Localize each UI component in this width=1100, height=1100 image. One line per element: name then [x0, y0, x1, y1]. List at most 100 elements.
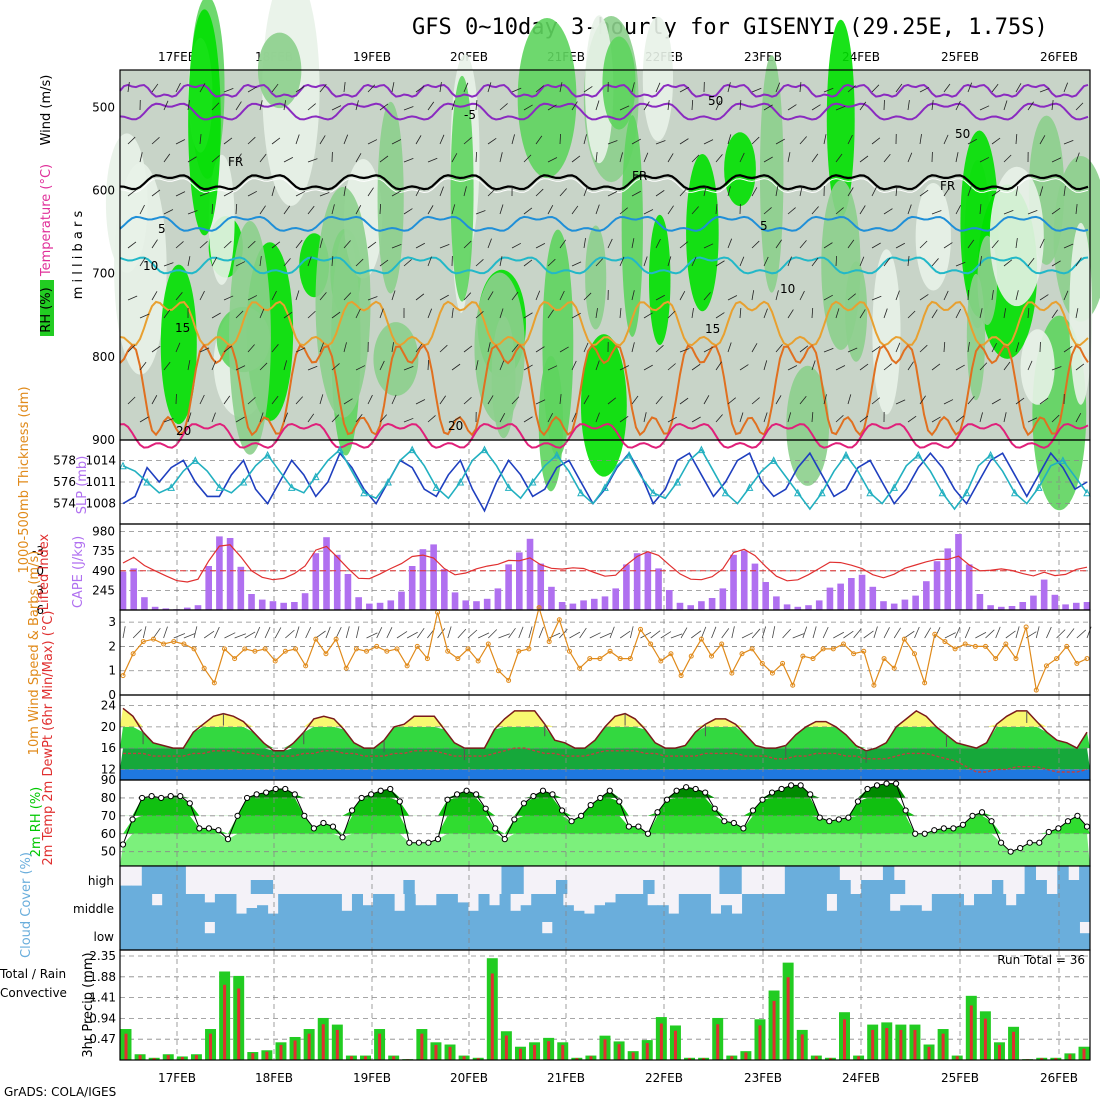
cloud-cell-middle — [193, 894, 205, 922]
cloud-row-label: high — [88, 874, 114, 888]
wind10m-marker — [211, 680, 217, 686]
precip-convective-bar — [871, 1029, 875, 1060]
temp-contour-15 — [119, 300, 1089, 347]
cloud-cell-low — [594, 922, 606, 950]
wind-barb — [1003, 154, 1012, 163]
wind-barb — [331, 256, 334, 267]
cloud-cell-low — [278, 922, 290, 950]
cloud-cell-middle — [900, 905, 912, 922]
wind-barb — [595, 152, 598, 163]
cloud-cell-low — [341, 922, 353, 950]
wind10m-marker — [1003, 641, 1009, 647]
wind-barb — [547, 258, 556, 267]
wind-barb — [895, 290, 900, 301]
precip-convective-bar — [166, 1055, 170, 1060]
wind-barb — [883, 153, 891, 163]
precip-convective-bar — [885, 1028, 889, 1060]
wind-barb — [187, 412, 192, 423]
rh-band-fill — [120, 833, 1090, 866]
wind10m-barb — [305, 626, 312, 639]
rh2m-marker — [807, 791, 814, 798]
cloud-cell-high — [501, 866, 513, 894]
wind10m-barb — [914, 626, 920, 639]
cape-bar — [815, 600, 823, 610]
wind-barb — [451, 363, 461, 371]
wind-barb — [523, 154, 532, 163]
cloud-cell-low — [573, 922, 585, 950]
wind-barb — [511, 242, 522, 249]
thickness-marker — [818, 488, 826, 497]
cloud-cell-high — [1035, 880, 1047, 894]
rh2m-marker — [578, 812, 585, 819]
thickness-marker — [143, 477, 151, 486]
wind-barb — [211, 155, 220, 163]
run-total-label: Run Total = 36 — [997, 953, 1085, 967]
wind-barb — [907, 310, 916, 319]
wind-barb — [343, 342, 347, 353]
cloud-cell-low — [805, 922, 817, 950]
thickness-marker — [360, 488, 368, 497]
precip-convective-bar — [124, 1033, 128, 1060]
temp-band-fill — [120, 748, 1090, 770]
pressure-tick: 600 — [92, 184, 115, 198]
wind10m-marker — [709, 653, 715, 659]
li-tick: 3 — [36, 583, 44, 597]
cloud-cell-middle — [1047, 894, 1059, 922]
wind-barb — [955, 152, 959, 163]
wind-barb — [415, 135, 422, 145]
wind-barb — [739, 308, 742, 319]
wind-barb — [295, 396, 304, 405]
cloud-cell-high — [643, 880, 655, 894]
wind-barb — [691, 256, 697, 267]
wind-barb — [739, 100, 742, 111]
wind-barb — [511, 291, 519, 301]
wind10m-marker — [830, 646, 836, 652]
wind-barb — [439, 395, 447, 405]
wind-barb — [511, 396, 520, 405]
cloud-cell-low — [657, 922, 669, 950]
wind-barb — [475, 360, 479, 371]
wind10m-marker — [150, 636, 156, 642]
rh2m-marker — [988, 818, 995, 825]
precip-convective-bar — [335, 1029, 339, 1060]
precip-convective-bar — [462, 1056, 466, 1060]
wind-barb — [1039, 238, 1045, 249]
rh2m-marker — [997, 839, 1005, 846]
cape-bar — [398, 591, 405, 610]
wind10m-marker — [871, 682, 877, 688]
cloud-cell-middle — [784, 894, 796, 922]
cape-bar — [119, 571, 127, 610]
rh2m-marker — [1064, 818, 1072, 825]
cloud-cell-low — [541, 933, 553, 950]
cloud-cell-middle — [615, 894, 627, 922]
cloud-cell-middle — [383, 894, 395, 922]
wind-barb — [859, 415, 869, 423]
wind10m-barb — [904, 630, 915, 639]
wind-barb — [163, 361, 171, 371]
cloud-cell-high — [730, 866, 742, 894]
cloud-cell-middle — [1058, 894, 1070, 922]
wind10m-barb — [224, 632, 236, 639]
rh-contour-fill — [585, 15, 614, 164]
wind-barb — [559, 346, 569, 353]
wind10m-marker — [638, 626, 644, 632]
cloud-cell-low — [626, 922, 638, 950]
cape-bar — [269, 601, 277, 610]
wind-barb — [967, 82, 973, 93]
wind-barb — [355, 258, 364, 267]
cape-bar — [569, 603, 577, 610]
precip-convective-bar — [997, 1044, 1001, 1060]
wind-barb — [739, 152, 745, 163]
wind-barb — [619, 308, 622, 319]
wind-barb — [787, 412, 792, 423]
cloud-cell-middle — [1016, 894, 1028, 922]
wind-barb — [967, 239, 975, 249]
rh2m-marker — [549, 791, 556, 798]
rh2m-marker — [931, 827, 938, 834]
cloud-cell-middle — [858, 894, 870, 922]
thickness-marker — [1083, 488, 1091, 497]
wind-barb — [199, 394, 205, 405]
wind-barb — [247, 86, 257, 93]
wind-barb — [775, 344, 783, 353]
wind10m-marker — [820, 646, 826, 652]
